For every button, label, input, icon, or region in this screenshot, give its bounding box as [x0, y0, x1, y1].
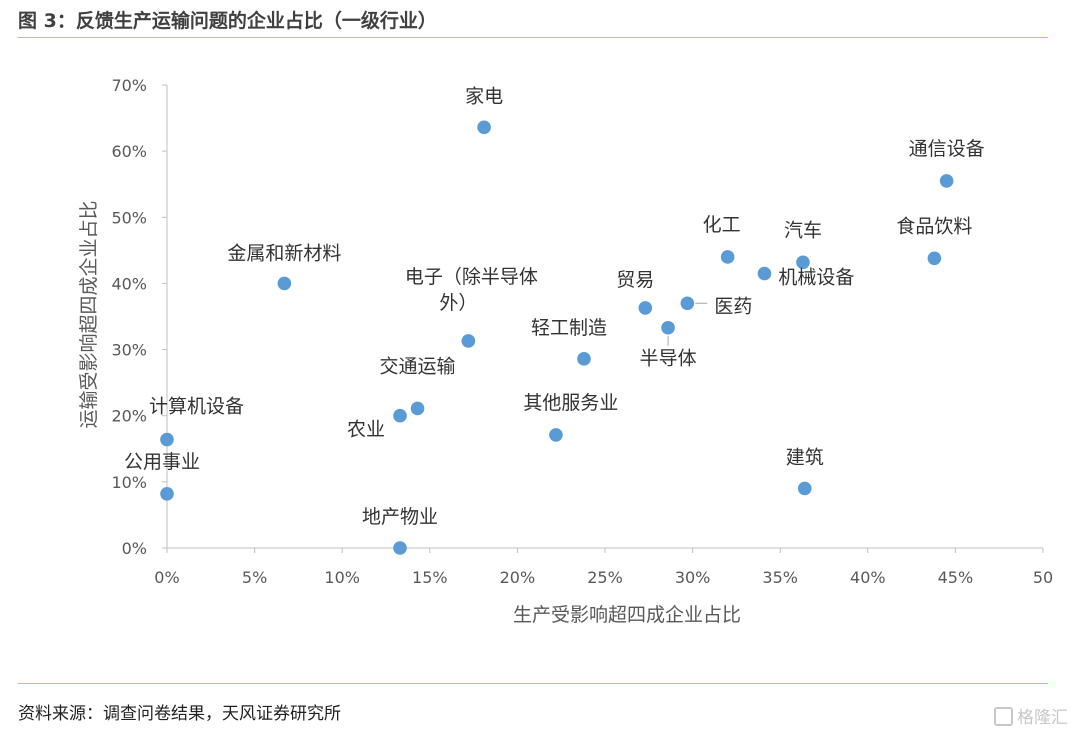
y-tick-label: 40% — [111, 274, 147, 293]
data-point — [757, 266, 772, 281]
data-point — [939, 174, 954, 188]
data-point — [661, 320, 675, 335]
x-tick-label: 15% — [412, 568, 448, 587]
data-point — [577, 352, 591, 366]
point-label: 食品饮料 — [896, 215, 972, 237]
x-tick-label: 35% — [762, 568, 798, 587]
x-tick-label: 10% — [324, 568, 360, 587]
point-label: 电子（除半导体 — [405, 266, 538, 288]
point-label-continued: 外） — [439, 292, 477, 314]
point-label: 通信设备 — [909, 138, 985, 160]
x-axis-title: 生产受影响超四成企业占比 — [513, 604, 741, 626]
y-tick-label: 20% — [111, 407, 147, 426]
data-point — [393, 408, 407, 423]
point-label: 贸易 — [616, 269, 654, 291]
point-label: 建筑 — [786, 446, 824, 468]
data-point — [927, 251, 942, 266]
y-axis-title: 运输受影响超四成企业占比 — [78, 200, 100, 428]
point-label: 轻工制造 — [531, 317, 607, 339]
point-label: 交通运输 — [380, 355, 456, 377]
y-tick-label: 10% — [111, 473, 147, 492]
x-tick-label: 0% — [154, 568, 179, 587]
source-note: 资料来源：调查问卷结果，天风证券研究所 — [18, 704, 341, 724]
axes — [162, 84, 1044, 553]
data-point — [720, 250, 735, 264]
point-label: 半导体 — [640, 348, 697, 370]
data-point — [680, 296, 695, 311]
figure-title: 图 3：反馈生产运输问题的企业占比（一级行业） — [18, 10, 437, 32]
point-label: 公用事业 — [124, 451, 200, 473]
data-point — [638, 301, 653, 315]
point-label: 医药 — [714, 295, 752, 317]
data-point — [393, 541, 407, 555]
point-label: 汽车 — [784, 219, 822, 241]
point-label: 农业 — [347, 419, 385, 441]
x-tick-label: 5% — [242, 568, 267, 587]
data-point — [796, 255, 810, 270]
y-tick-label: 0% — [122, 539, 147, 558]
point-label: 机械设备 — [778, 267, 854, 289]
scatter-chart: 0% 5% 10% 15% 20% 25% 30% 35% 40% 45% 50 0% 10% 20% 30… — [78, 76, 1053, 626]
data-point — [160, 486, 174, 501]
source-divider — [18, 683, 1048, 684]
x-tick-label: 25% — [587, 568, 623, 587]
data-point — [797, 481, 812, 496]
y-tick-label: 60% — [111, 142, 147, 161]
tick-labels: 0% 5% 10% 15% 20% 25% 30% 35% 40% 45% 50 0% 10% 20% 30… — [111, 76, 1053, 587]
point-label: 金属和新材料 — [227, 242, 341, 264]
point-label: 计算机设备 — [149, 396, 244, 418]
x-tick-label: 20% — [500, 568, 536, 587]
watermark-logo-icon — [994, 707, 1013, 726]
point-label: 家电 — [465, 85, 503, 107]
data-point — [461, 334, 476, 348]
watermark-text: 格隆汇 — [1017, 708, 1068, 728]
y-tick-label: 50% — [111, 208, 147, 227]
watermark: 格隆汇 — [994, 703, 1068, 728]
y-tick-label: 30% — [111, 341, 147, 360]
data-point — [410, 401, 425, 416]
point-label: 地产物业 — [362, 506, 438, 528]
data-point — [277, 276, 292, 291]
data-point — [477, 120, 491, 135]
point-label: 其他服务业 — [523, 392, 618, 414]
x-tick-label: 50 — [1033, 568, 1053, 587]
x-tick-label: 40% — [850, 568, 886, 587]
x-tick-label: 30% — [675, 568, 711, 587]
data-point — [160, 432, 174, 447]
title-divider — [18, 37, 1048, 38]
point-label: 化工 — [703, 214, 741, 236]
data-point — [549, 428, 563, 442]
x-tick-label: 45% — [938, 568, 974, 587]
data-points — [160, 120, 954, 555]
y-tick-label: 70% — [111, 76, 147, 95]
